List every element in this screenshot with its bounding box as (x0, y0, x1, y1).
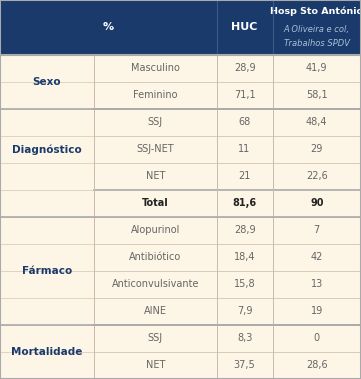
Text: 29: 29 (310, 144, 323, 155)
Text: AINE: AINE (144, 307, 167, 316)
Text: 0: 0 (314, 334, 320, 343)
Text: Masculino: Masculino (131, 63, 180, 74)
Text: 18,4: 18,4 (234, 252, 255, 263)
Text: SSJ-NET: SSJ-NET (136, 144, 174, 155)
Text: Anticonvulsivante: Anticonvulsivante (112, 279, 199, 290)
Text: NET: NET (145, 360, 165, 371)
Text: 28,6: 28,6 (306, 360, 327, 371)
Text: 22,6: 22,6 (306, 171, 328, 182)
Text: 8,3: 8,3 (237, 334, 252, 343)
Text: %: % (103, 22, 114, 33)
Text: Trabalhos SPDV: Trabalhos SPDV (284, 39, 350, 49)
Text: Total: Total (142, 199, 169, 208)
Text: 28,9: 28,9 (234, 226, 255, 235)
Text: SSJ: SSJ (148, 334, 163, 343)
Text: 21: 21 (238, 171, 251, 182)
Text: 90: 90 (310, 199, 323, 208)
Text: 7,9: 7,9 (237, 307, 252, 316)
Text: 42: 42 (310, 252, 323, 263)
Text: Diagnóstico: Diagnóstico (12, 144, 82, 155)
Text: Sexo: Sexo (32, 77, 61, 87)
Text: 81,6: 81,6 (232, 199, 257, 208)
Text: 19: 19 (311, 307, 323, 316)
Bar (0, 55, 361, 379)
Bar (0, 0, 361, 55)
Text: Feminino: Feminino (133, 91, 178, 100)
Text: Fármaco: Fármaco (22, 266, 72, 276)
Text: Hosp Sto António: Hosp Sto António (270, 6, 361, 16)
Text: Alopurinol: Alopurinol (131, 226, 180, 235)
Text: 37,5: 37,5 (234, 360, 256, 371)
Text: 11: 11 (239, 144, 251, 155)
Text: Antibiótico: Antibiótico (129, 252, 181, 263)
Text: SSJ: SSJ (148, 117, 163, 127)
Text: 28,9: 28,9 (234, 63, 255, 74)
Text: HUC: HUC (231, 22, 258, 33)
Text: NET: NET (145, 171, 165, 182)
Text: 7: 7 (314, 226, 320, 235)
Text: 13: 13 (311, 279, 323, 290)
Text: 15,8: 15,8 (234, 279, 255, 290)
Text: 58,1: 58,1 (306, 91, 327, 100)
Text: 71,1: 71,1 (234, 91, 255, 100)
Text: 41,9: 41,9 (306, 63, 327, 74)
Text: 48,4: 48,4 (306, 117, 327, 127)
Text: 68: 68 (239, 117, 251, 127)
Text: A Oliveira e col,: A Oliveira e col, (284, 25, 350, 34)
Text: Mortalidade: Mortalidade (11, 347, 83, 357)
